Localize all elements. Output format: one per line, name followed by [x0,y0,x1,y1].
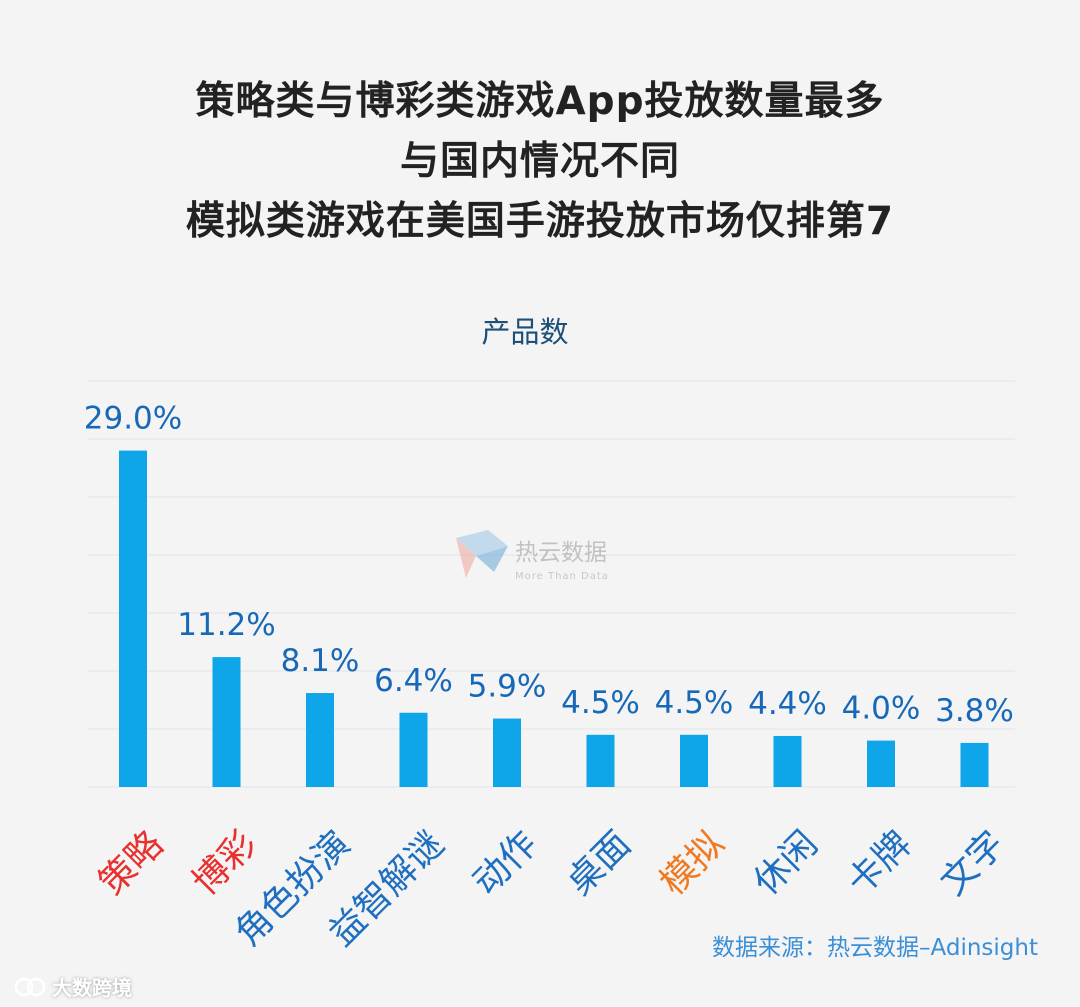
value-label: 3.8% [935,693,1014,729]
value-label: 4.0% [842,691,921,727]
bar [960,742,989,787]
watermark: 热云数据 More Than Data [456,530,609,582]
watermark-logo-icon [456,530,508,578]
value-label: 6.4% [374,663,453,699]
headline: 策略类与博彩类游戏App投放数量最多 与国内情况不同 模拟类游戏在美国手游投放市… [0,72,1080,252]
watermark-name: 热云数据 [515,540,607,566]
value-label: 8.1% [281,643,360,679]
category-label: 模拟 [653,823,733,903]
headline-line-3: 模拟类游戏在美国手游投放市场仅排第7 [185,199,895,244]
category-label: 卡牌 [840,823,920,903]
headline-line-2: 与国内情况不同 [399,139,680,184]
value-label: 29.0% [84,401,182,437]
data-source: 数据来源：热云数据–Adinsight [712,935,1038,961]
bar [399,712,428,787]
category-label: 博彩 [185,823,265,903]
value-label: 4.5% [655,685,734,721]
value-label: 4.4% [748,686,827,722]
brand-name: 大数跨境 [52,976,132,1000]
bar [306,693,334,787]
category-label: 策略 [92,823,172,903]
headline-line-1: 策略类与博彩类游戏App投放数量最多 [195,79,885,124]
category-label: 休闲 [746,823,826,903]
category-label: 桌面 [559,823,639,903]
bar [493,718,521,787]
category-label: 动作 [466,823,546,903]
bars [119,450,989,787]
value-label: 11.2% [177,607,275,643]
watermark-tagline: More Than Data [515,571,609,582]
bar [680,734,708,787]
chart-title: 产品数 [481,315,568,349]
bar [867,740,895,787]
footer-brand: 大数跨境 [14,972,132,1001]
grid-lines [88,380,1015,788]
bar [586,734,615,787]
bar [212,657,241,787]
value-labels: 29.0% 11.2%8.1% 6.4% 5.9% 4.5% 4.5% 4.4% 4.0% 3.… [84,401,1014,729]
bar [773,735,802,787]
category-label: 文字 [933,823,1013,903]
brand-logo-icon [14,977,46,996]
bar [119,450,147,787]
value-label: 4.5% [561,685,640,721]
value-label: 5.9% [468,669,547,705]
